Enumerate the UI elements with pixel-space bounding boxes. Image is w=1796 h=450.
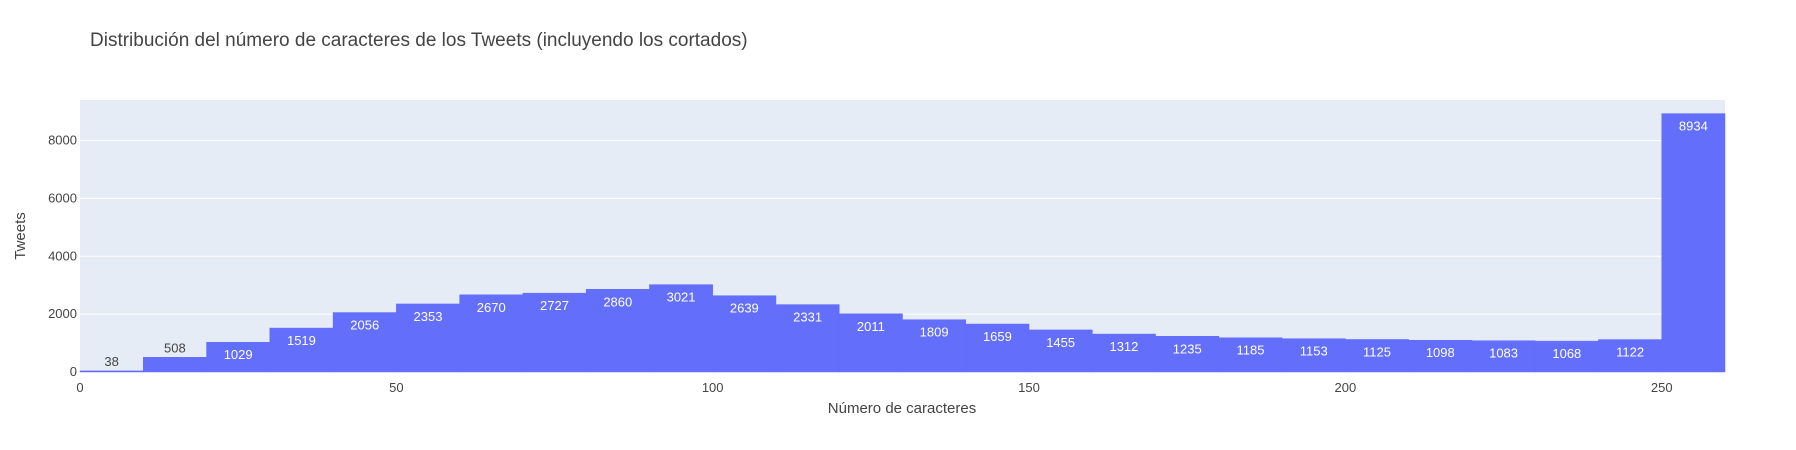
histogram-bar[interactable] (396, 303, 460, 373)
x-tick-labels: 0 50 100 150 200 250 (76, 380, 1672, 395)
y-tick-label: 2000 (48, 306, 77, 321)
bar-value-label: 2860 (603, 294, 632, 309)
y-axis-title: Tweets (12, 212, 29, 260)
histogram-bar[interactable] (332, 312, 397, 373)
bar-value-label: 2727 (540, 298, 569, 313)
bar-value-label: 508 (164, 340, 186, 355)
histogram-bar[interactable] (1092, 333, 1156, 373)
bar-value-label: 1153 (1300, 344, 1328, 359)
x-axis-title: Número de caracteres (828, 400, 976, 417)
x-tick-label: 200 (1335, 380, 1357, 395)
bar-value-label: 1068 (1552, 346, 1581, 361)
bar-value-label: 1235 (1173, 341, 1202, 356)
bar-value-label: 2353 (414, 309, 443, 324)
histogram-bar[interactable] (712, 295, 777, 373)
histogram-bar[interactable] (522, 292, 587, 373)
bar-value-label: 8934 (1679, 119, 1708, 134)
bar-value-label: 2639 (730, 301, 759, 316)
histogram-bar[interactable] (1534, 340, 1599, 373)
y-tick-label: 8000 (48, 133, 77, 148)
histogram-bar[interactable] (965, 323, 1030, 373)
bar-value-label: 3021 (667, 290, 696, 305)
chart-title: Distribución del número de caracteres de… (90, 30, 748, 51)
bar-value-label: 1519 (287, 333, 316, 348)
bar-value-label: 1098 (1426, 345, 1455, 360)
bar-value-label: 2331 (793, 310, 822, 325)
histogram-bar[interactable] (1218, 337, 1283, 373)
histogram-bar[interactable] (79, 370, 144, 373)
histogram-bar[interactable] (585, 289, 650, 373)
y-tick-labels: 0 2000 4000 6000 8000 (48, 133, 77, 379)
bar-value-label: 1455 (1046, 335, 1075, 350)
bar-value-label: 2011 (857, 319, 885, 334)
histogram-bar[interactable] (1661, 113, 1726, 373)
bar-value-label: 1122 (1616, 345, 1644, 360)
histogram-bar[interactable] (459, 294, 524, 373)
x-tick-label: 50 (389, 380, 403, 395)
histogram-bar[interactable] (1598, 339, 1662, 373)
x-tick-label: 0 (76, 380, 83, 395)
histogram-bar[interactable] (1408, 339, 1473, 373)
histogram-bar[interactable] (206, 341, 271, 373)
histogram-bar[interactable] (1281, 338, 1346, 373)
bar-value-label: 1659 (983, 329, 1012, 344)
bar-value-label: 1809 (920, 325, 949, 340)
bar-value-label: 1312 (1109, 339, 1138, 354)
histogram-bar[interactable] (269, 327, 334, 373)
y-tick-label: 4000 (48, 248, 77, 263)
histogram-bar[interactable] (1471, 340, 1536, 373)
x-tick-label: 150 (1018, 380, 1040, 395)
x-tick-label: 100 (702, 380, 724, 395)
bar-value-label: 1083 (1489, 346, 1518, 361)
bar-value-label: 38 (104, 354, 118, 369)
x-tick-label: 250 (1651, 380, 1673, 395)
histogram-bar[interactable] (1028, 329, 1093, 373)
bars (79, 113, 1726, 373)
y-tick-label: 6000 (48, 190, 77, 205)
histogram-bar[interactable] (902, 319, 967, 373)
histogram-bar[interactable] (143, 357, 207, 373)
histogram-bar[interactable] (775, 304, 840, 373)
bar-value-label: 1029 (224, 347, 253, 362)
bar-value-label: 2670 (477, 300, 506, 315)
y-tick-label: 0 (70, 364, 77, 379)
bar-value-label: 1185 (1236, 343, 1264, 358)
bar-value-label: 2056 (350, 318, 379, 333)
histogram-bar[interactable] (1155, 336, 1220, 373)
bar-value-label: 1125 (1363, 344, 1391, 359)
histogram-bar[interactable] (649, 284, 713, 373)
bar-labels: 38 508 1029 1519 2056 2353 2670 2727 2860 3021 263… (104, 119, 1707, 369)
